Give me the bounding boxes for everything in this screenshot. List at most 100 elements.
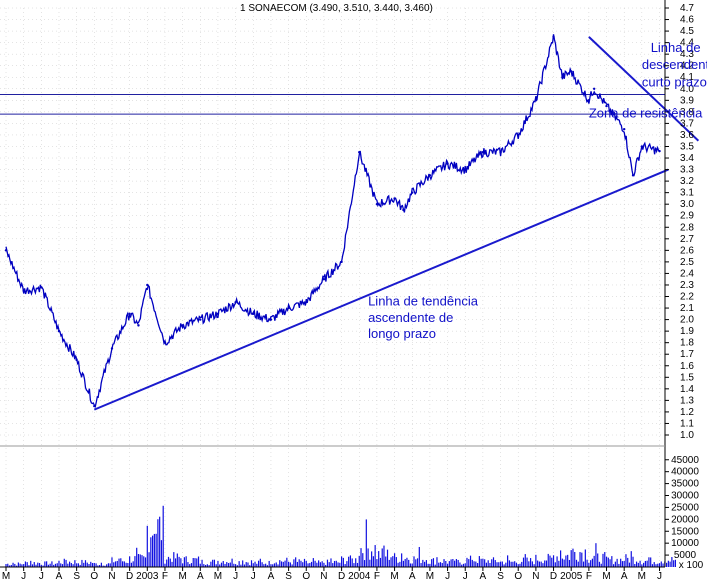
price-tick-label: 3.6 (680, 130, 694, 141)
price-series (4, 34, 661, 409)
price-tick-label: 4.6 (680, 15, 694, 26)
price-tick-label: 2.8 (680, 222, 694, 233)
month-label: M (390, 571, 398, 582)
price-tick-label: 2.9 (680, 211, 694, 222)
price-tick-label: 2.7 (680, 234, 694, 245)
price-point (552, 35, 555, 39)
price-point (375, 202, 379, 206)
price-point (216, 312, 220, 316)
month-label: O (302, 571, 310, 582)
price-point (428, 174, 432, 177)
annotation-label: ascendente de (368, 310, 453, 325)
price-tick-label: 3.4 (680, 153, 694, 164)
month-label: D (126, 571, 133, 582)
price-point (464, 168, 467, 171)
price-point (517, 133, 520, 137)
month-label: M (214, 571, 222, 582)
month-label: A (480, 571, 487, 582)
volume-tick-label: 20000 (671, 514, 699, 525)
volume-tick-label: 45000 (671, 455, 699, 466)
price-point (4, 249, 8, 252)
price-point (446, 162, 449, 165)
month-label: 2004 (348, 571, 371, 582)
price-tick-label: 3.9 (680, 95, 694, 106)
price-point (322, 278, 326, 281)
price-tick-label: 4.1 (680, 72, 694, 83)
month-label: D (338, 571, 345, 582)
price-point (22, 289, 25, 292)
price-tick-label: 3.5 (680, 141, 694, 152)
month-label: F (586, 571, 592, 582)
price-point (137, 324, 140, 327)
price-point (181, 324, 184, 327)
price-tick-label: 4.7 (680, 3, 694, 14)
month-label: J (39, 571, 44, 582)
price-tick-label: 2.3 (680, 280, 694, 291)
price-tick-label: 1.0 (680, 430, 694, 441)
price-tick-label: 3.3 (680, 165, 694, 176)
price-tick-label: 1.4 (680, 384, 694, 395)
month-label: J (21, 571, 26, 582)
month-label: S (73, 571, 80, 582)
price-point (234, 301, 237, 304)
price-tick-label: 2.5 (680, 257, 694, 268)
price-tick-label: 4.0 (680, 84, 694, 95)
price-point (40, 286, 43, 289)
price-point (269, 318, 273, 321)
price-point (631, 174, 635, 177)
month-label: 2003 (136, 571, 159, 582)
price-tick-label: 1.9 (680, 326, 694, 337)
month-label: N (532, 571, 539, 582)
price-tick-label: 1.5 (680, 372, 694, 383)
month-label: J (251, 571, 256, 582)
volume-tick-label: 10000 (671, 538, 699, 549)
price-point (605, 104, 608, 108)
price-point (587, 99, 591, 102)
price-tick-label: 4.5 (680, 26, 694, 37)
price-tick-label: 2.1 (680, 303, 694, 314)
price-tick-label: 1.8 (680, 338, 694, 349)
short-term-downtrend-line (588, 36, 700, 142)
price-tick-label: 3.2 (680, 176, 694, 187)
month-label: N (320, 571, 327, 582)
month-label: O (90, 571, 98, 582)
annotation-label: longo prazo (368, 326, 436, 341)
month-label: S (497, 571, 504, 582)
price-point (561, 76, 564, 79)
month-label: M (178, 571, 186, 582)
month-label: D (550, 571, 557, 582)
price-point (199, 318, 202, 321)
month-label: F (374, 571, 380, 582)
price-point (305, 301, 308, 304)
month-label: A (56, 571, 63, 582)
month-label: J (463, 571, 468, 582)
price-point (128, 312, 131, 316)
price-tick-label: 1.7 (680, 349, 694, 360)
month-label: M (638, 571, 646, 582)
volume-tick-label: 35000 (671, 479, 699, 490)
month-label: A (268, 571, 275, 582)
grid-lines (0, 7, 665, 567)
price-point (393, 197, 396, 200)
price-tick-label: 2.6 (680, 245, 694, 256)
price-tick-label: 4.4 (680, 38, 694, 49)
month-label: J (233, 571, 238, 582)
volume-tick-label: 15000 (671, 526, 699, 537)
volume-tick-label: 40000 (671, 467, 699, 478)
annotation-label: Zona de resistência (589, 106, 703, 121)
price-point (481, 151, 485, 154)
price-tick-label: 1.6 (680, 361, 694, 372)
price-point (402, 208, 405, 212)
month-label: F (162, 571, 168, 582)
price-point (163, 341, 167, 344)
price-point (252, 312, 255, 316)
month-label: J (445, 571, 450, 582)
annotation-label: descendente (642, 57, 707, 72)
price-tick-label: 1.3 (680, 395, 694, 406)
price-tick-label: 4.2 (680, 61, 694, 72)
month-label: A (621, 571, 628, 582)
price-tick-label: 2.0 (680, 315, 694, 326)
price-point (622, 127, 626, 131)
